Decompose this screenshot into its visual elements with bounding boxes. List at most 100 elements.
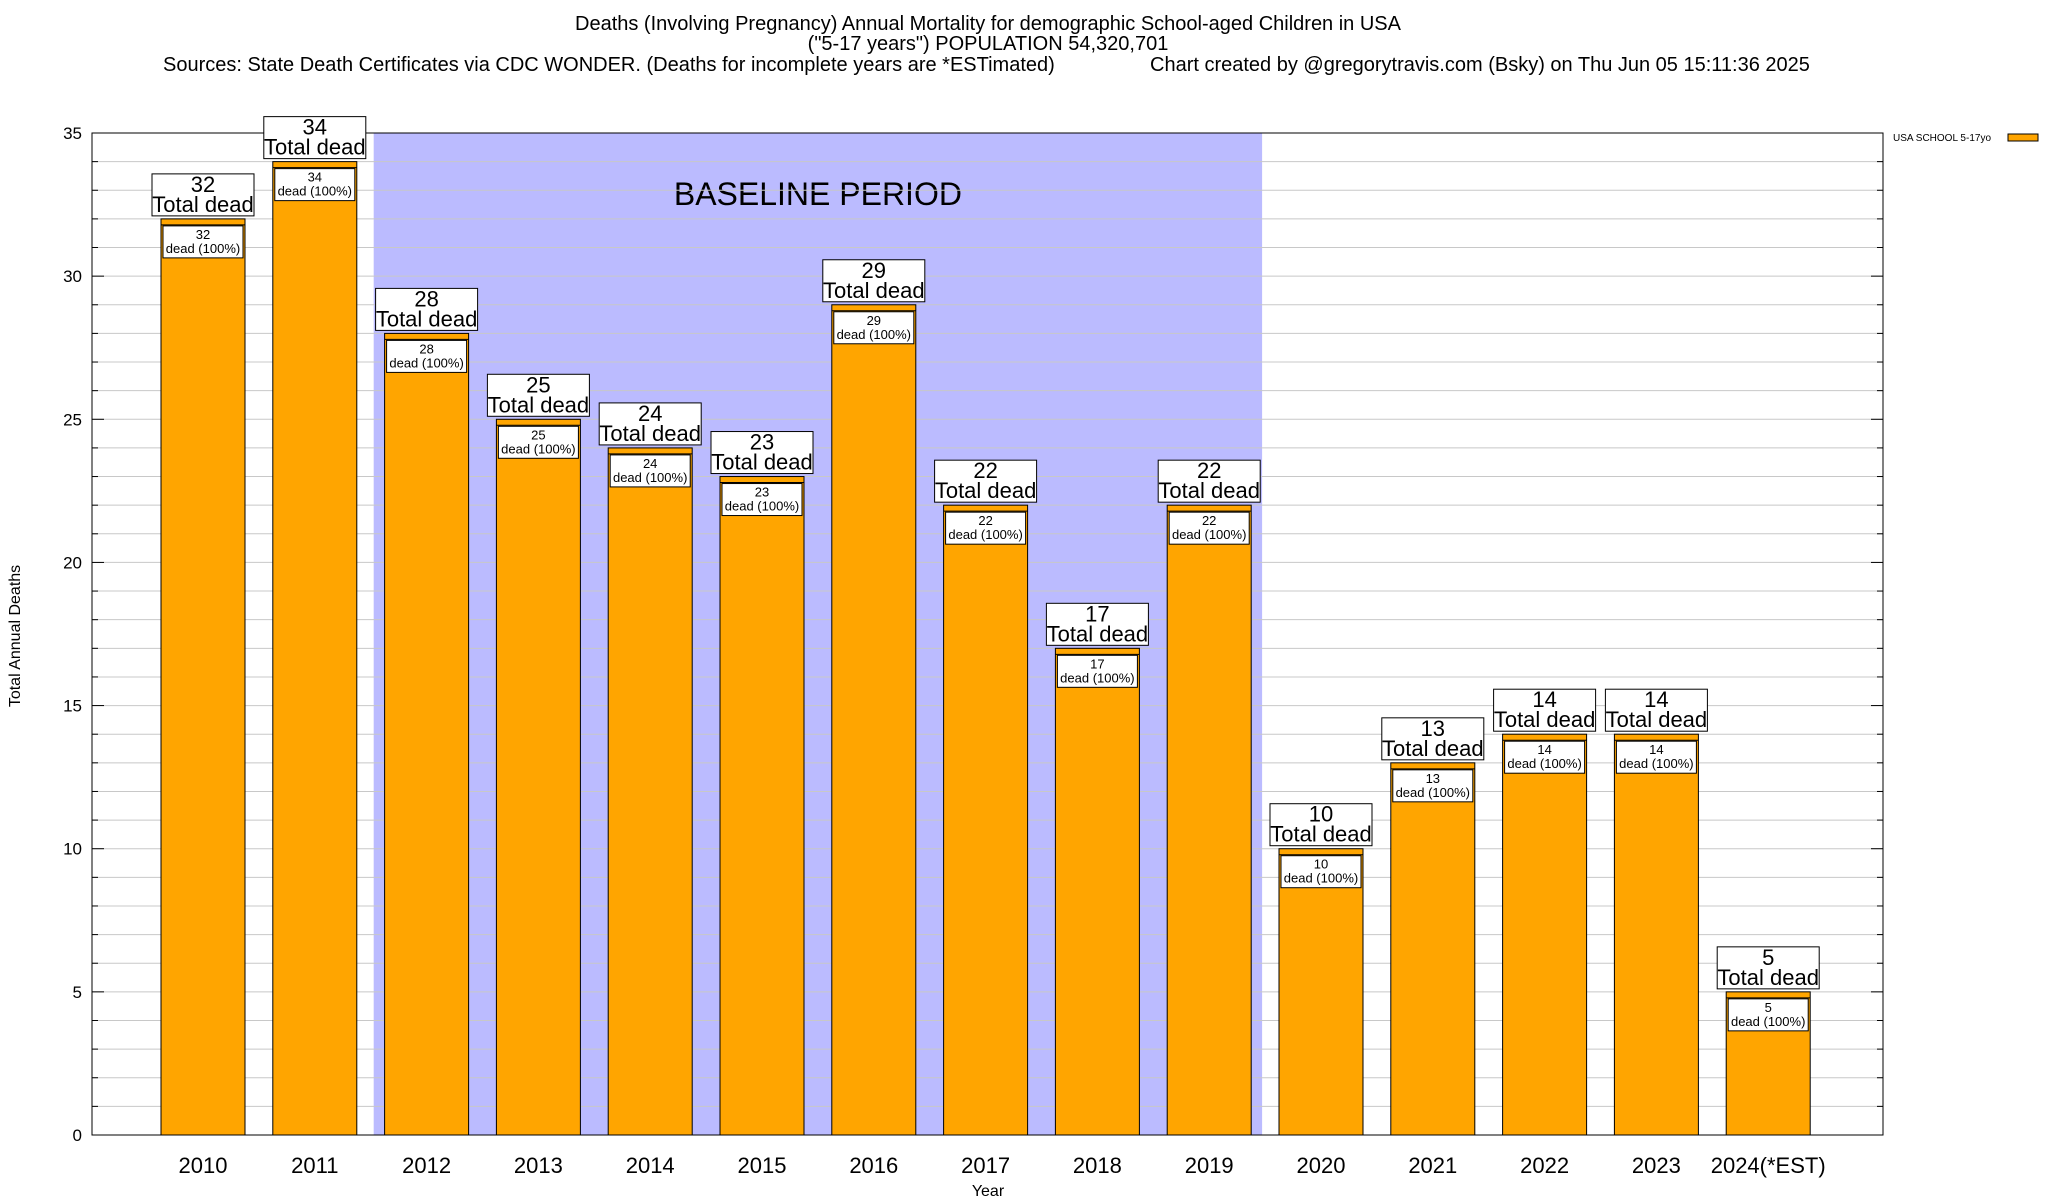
inner-dead-label: dead (100%) xyxy=(1731,1014,1805,1029)
x-tick-label: 2011 xyxy=(291,1153,338,1178)
total-label-box xyxy=(151,173,255,217)
x-tick-label: 2010 xyxy=(179,1153,228,1178)
y-axis-label: Total Annual Deaths xyxy=(7,565,24,707)
inner-label-box xyxy=(1392,769,1474,803)
inner-value-label: 22 xyxy=(978,513,992,528)
inner-value-label: 34 xyxy=(308,170,322,185)
bar xyxy=(1613,733,1699,1136)
total-dead-label: Total dead xyxy=(1270,822,1372,847)
total-value-label: 14 xyxy=(1532,687,1556,712)
y-tick-label: 35 xyxy=(63,124,82,143)
total-value-label: 34 xyxy=(303,115,327,140)
bar xyxy=(719,476,805,1136)
inner-label-box xyxy=(497,425,579,459)
y-tick-label: 10 xyxy=(63,840,82,859)
inner-dead-label: dead (100%) xyxy=(948,527,1022,542)
bar xyxy=(1502,733,1588,1136)
inner-label-box xyxy=(386,339,468,373)
legend: USA SCHOOL 5-17yo xyxy=(1893,133,2039,144)
axes: 0 5 10 15 20 25 30 35 2010 2011 2012 2013 2014 2015 20… xyxy=(63,124,1884,1178)
x-tick-label: 2012 xyxy=(402,1153,451,1178)
y-tick-label: 0 xyxy=(73,1126,82,1145)
inner-value-label: 17 xyxy=(1090,656,1104,671)
x-tick-label: 2014 xyxy=(626,1153,675,1178)
inner-dead-label: dead (100%) xyxy=(166,241,240,256)
total-label-box xyxy=(1269,803,1373,847)
inner-dead-label: dead (100%) xyxy=(1172,527,1246,542)
x-tick-label: 2021 xyxy=(1408,1153,1457,1178)
bar xyxy=(384,332,470,1136)
x-tick-label: 2022 xyxy=(1520,1153,1569,1178)
inner-label-box xyxy=(945,511,1027,545)
bar xyxy=(1054,647,1140,1136)
bar xyxy=(1166,504,1252,1136)
y-tick-label: 5 xyxy=(73,983,82,1002)
chart-title: Deaths (Involving Pregnancy) Annual Mort… xyxy=(575,13,1402,35)
inner-value-label: 14 xyxy=(1649,742,1663,757)
total-value-label: 29 xyxy=(862,258,886,283)
total-label-box xyxy=(1716,946,1820,990)
inner-value-label: 28 xyxy=(419,341,433,356)
bar xyxy=(495,418,581,1136)
total-dead-label: Total dead xyxy=(1494,707,1596,732)
inner-value-label: 22 xyxy=(1202,513,1216,528)
x-axis-label: Year xyxy=(972,1183,1005,1200)
bar xyxy=(831,304,917,1136)
total-dead-label: Total dead xyxy=(935,478,1037,503)
x-tick-label: 2013 xyxy=(514,1153,563,1178)
inner-dead-label: dead (100%) xyxy=(278,184,352,199)
chart-sources: Sources: State Death Certificates via CD… xyxy=(163,54,1055,76)
total-dead-label: Total dead xyxy=(1606,707,1708,732)
legend-entry-swatch xyxy=(2007,133,2039,142)
total-value-label: 10 xyxy=(1309,802,1333,827)
total-label-box xyxy=(822,259,926,303)
total-label-box xyxy=(710,431,814,475)
x-tick-label: 2015 xyxy=(738,1153,787,1178)
inner-label-box xyxy=(274,168,356,202)
inner-dead-label: dead (100%) xyxy=(1507,756,1581,771)
total-label-box xyxy=(934,459,1038,503)
inner-dead-label: dead (100%) xyxy=(837,327,911,342)
inner-label-box xyxy=(1615,740,1697,774)
y-tick-label: 30 xyxy=(63,267,82,286)
total-value-label: 17 xyxy=(1085,601,1109,626)
total-value-label: 13 xyxy=(1421,716,1445,741)
inner-value-label: 23 xyxy=(755,485,769,500)
inner-value-label: 25 xyxy=(531,427,545,442)
total-dead-label: Total dead xyxy=(488,392,590,417)
total-value-label: 28 xyxy=(414,286,438,311)
total-value-label: 24 xyxy=(638,401,662,426)
legend-entry-label: USA SCHOOL 5-17yo xyxy=(1893,133,1991,144)
total-dead-label: Total dead xyxy=(823,278,925,303)
x-tick-label: 2019 xyxy=(1185,1153,1234,1178)
total-dead-label: Total dead xyxy=(1047,621,1149,646)
inner-label-box xyxy=(1504,740,1586,774)
inner-dead-label: dead (100%) xyxy=(1619,756,1693,771)
y-tick-label: 25 xyxy=(63,410,82,429)
y-tick-label: 20 xyxy=(63,553,82,572)
total-label-box xyxy=(263,116,367,160)
inner-label-box xyxy=(162,225,244,259)
inner-dead-label: dead (100%) xyxy=(1060,670,1134,685)
total-value-label: 22 xyxy=(1197,458,1221,483)
x-tick-label: 2018 xyxy=(1073,1153,1122,1178)
total-label-box xyxy=(486,373,590,417)
total-value-label: 14 xyxy=(1644,687,1668,712)
inner-label-box xyxy=(609,454,691,488)
inner-value-label: 5 xyxy=(1765,1000,1772,1015)
inner-dead-label: dead (100%) xyxy=(613,470,687,485)
inner-value-label: 32 xyxy=(196,227,210,242)
x-tick-label: 2016 xyxy=(849,1153,898,1178)
